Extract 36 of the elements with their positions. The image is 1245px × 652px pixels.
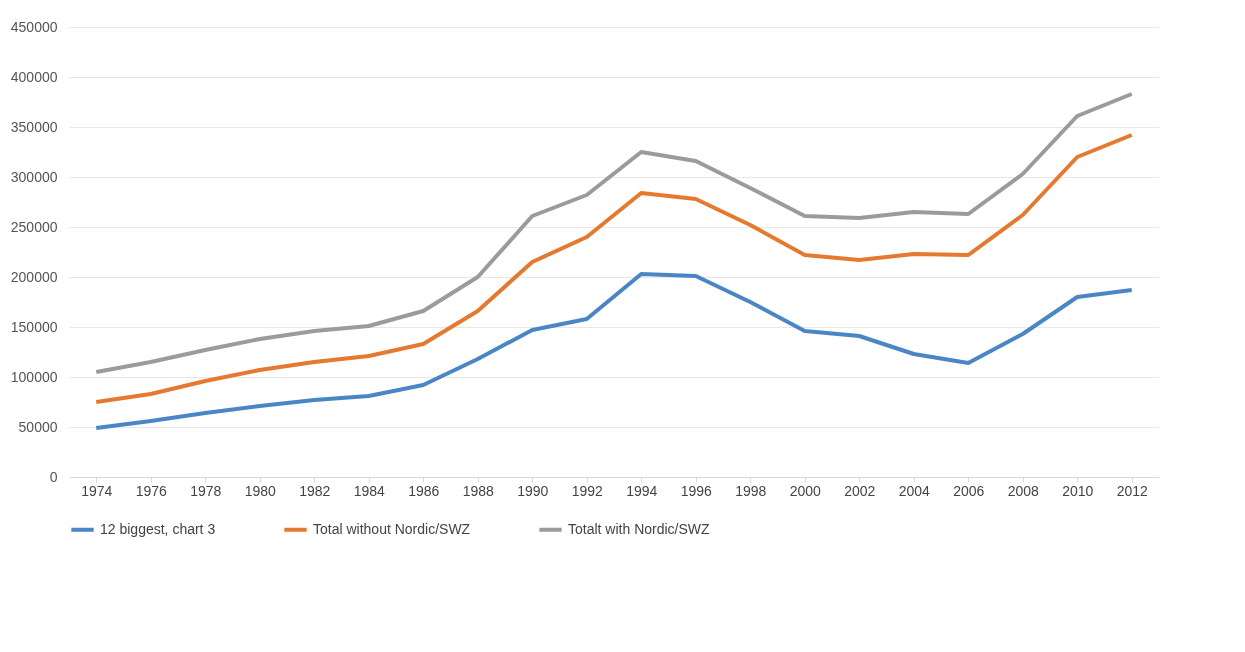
legend-label: Totalt with Nordic/SWZ: [568, 520, 711, 537]
x-tick-label: 2012: [1116, 482, 1149, 499]
y-tick-label: 0: [49, 468, 58, 485]
y-tick-label: 250000: [10, 218, 58, 235]
x-tick-label: 2004: [898, 482, 931, 499]
x-tick-label: 1984: [353, 482, 386, 499]
x-tick-label: 1992: [571, 482, 604, 499]
y-tick-label: 100000: [10, 368, 58, 385]
x-tick-label: 1980: [244, 482, 277, 499]
y-tick-label: 350000: [10, 118, 58, 135]
y-tick-label: 50000: [18, 418, 58, 435]
legend-label: 12 biggest, chart 3: [100, 520, 216, 537]
x-tick-label: 2008: [1007, 482, 1040, 499]
y-tick-label: 200000: [10, 268, 58, 285]
line-series: [94, 272, 1134, 430]
x-tick-label: 2002: [844, 482, 876, 499]
x-tick-label: 1976: [135, 482, 168, 499]
line-series: [94, 92, 1134, 374]
y-tick-label: 150000: [10, 318, 58, 335]
x-tick-label: 1996: [680, 482, 713, 499]
x-tick-label: 2010: [1062, 482, 1094, 499]
y-tick-label: 400000: [10, 68, 58, 85]
legend-label: Total without Nordic/SWZ: [313, 520, 471, 537]
y-tick-label: 300000: [10, 168, 58, 185]
x-tick-label: 1974: [81, 482, 113, 499]
y-tick-label: 450000: [10, 18, 58, 35]
x-tick-label: 1986: [408, 482, 440, 499]
x-tick-label: 1994: [626, 482, 658, 499]
x-tick-label: 2006: [953, 482, 985, 499]
x-tick-label: 1988: [462, 482, 495, 499]
x-tick-label: 1978: [190, 482, 222, 499]
x-tick-label: 1982: [299, 482, 331, 499]
x-tick-label: 1998: [735, 482, 767, 499]
x-tick-label: 2000: [789, 482, 822, 499]
line-series: [94, 133, 1134, 404]
x-tick-label: 1990: [517, 482, 549, 499]
